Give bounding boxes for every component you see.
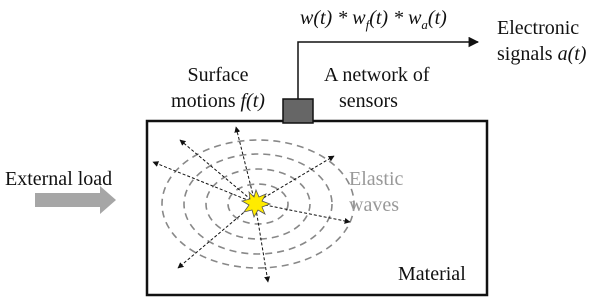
load-arrow: [35, 186, 116, 214]
surface-label: Surface: [187, 64, 248, 86]
diagram: w(t) * wf(t) * wa(t) Electronic signals …: [0, 0, 597, 301]
sensors-label: A network of: [324, 64, 430, 86]
formula-part: (t): [428, 7, 447, 29]
material-label: Material: [398, 263, 466, 285]
formula-part: w(t) * w: [300, 7, 366, 29]
text: motions: [171, 90, 240, 112]
waves-label: Elastic: [349, 168, 404, 190]
text: signals: [497, 43, 558, 65]
source: [242, 190, 270, 217]
output-label: signals a(t): [497, 43, 587, 65]
sensor: [283, 99, 313, 123]
output-label: Electronic: [497, 17, 579, 39]
surface-label: motions f(t): [171, 90, 265, 112]
formula: w(t) * wf(t) * wa(t): [300, 7, 447, 32]
math: f(t): [241, 90, 266, 112]
waves-label: waves: [349, 194, 399, 216]
sensors-label: sensors: [339, 90, 398, 112]
load-label: External load: [5, 168, 112, 190]
math: a(t): [558, 43, 587, 65]
formula-part: (t) * w: [369, 7, 422, 29]
